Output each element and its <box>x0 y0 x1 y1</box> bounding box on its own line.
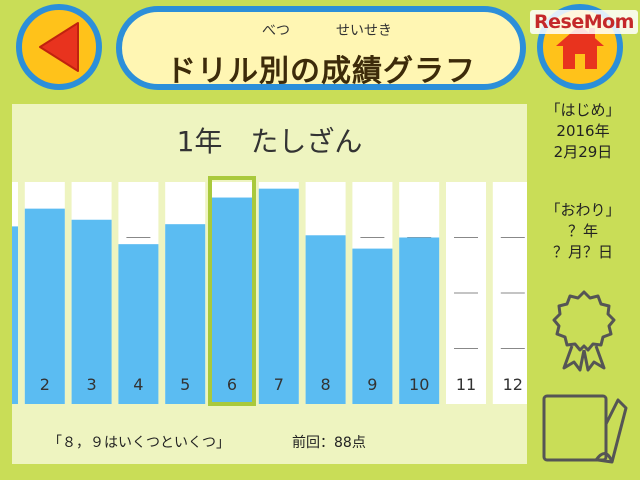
memo-note-icon[interactable] <box>540 390 628 468</box>
chart-heading: 1年 たしざん <box>176 125 363 158</box>
x-tick-label: 10 <box>409 375 429 394</box>
bar-5 <box>165 224 206 404</box>
bar-7 <box>258 188 299 404</box>
end-year: ？年 <box>567 222 598 240</box>
home-icon <box>556 25 604 69</box>
x-tick-label: 11 <box>456 375 476 394</box>
x-tick-label: 12 <box>503 375 523 394</box>
bar-3 <box>71 219 112 404</box>
brand-logo: ReseMom <box>530 10 638 34</box>
x-tick-label: 2 <box>40 375 50 394</box>
drill-name: 「８，９はいくつといくつ」 <box>48 435 230 451</box>
page-title: ドリル別の成績グラフ <box>166 54 476 89</box>
end-label: 「おわり」 <box>545 201 621 219</box>
x-tick-label: 4 <box>133 375 143 394</box>
start-date: 2月29日 <box>553 143 613 161</box>
bar-9 <box>352 248 393 404</box>
x-tick-label: 8 <box>321 375 331 394</box>
title-ruby-seiseki: せいせき <box>336 23 392 39</box>
end-date: ？月？日 <box>552 243 613 261</box>
start-label: 「はじめ」 <box>545 101 621 119</box>
x-tick-label: 6 <box>227 375 237 394</box>
x-tick-label: 3 <box>87 375 97 394</box>
x-tick-label: 9 <box>367 375 377 394</box>
start-date-block: 「はじめ」 2016年 2月29日 <box>534 100 632 163</box>
title-banner: べつ せいせき ドリル別の成績グラフ <box>116 6 526 90</box>
score-bar-chart: 2 3 4 5 6 7 8 9 10 11 12 <box>12 176 527 406</box>
bar-6 <box>212 197 252 404</box>
title-ruby-betsu: べつ <box>262 23 290 39</box>
medal-ribbon-icon[interactable] <box>548 288 620 372</box>
selected-bar-highlight <box>208 176 256 406</box>
x-tick-label: 5 <box>180 375 190 394</box>
bar-2 <box>24 208 65 404</box>
chart-panel: 1年 たしざん 2 3 4 5 6 7 8 9 10 11 12 「８，９はいくつといくつ」 前回：… <box>12 104 527 464</box>
bar-1 <box>12 226 18 404</box>
bar-8 <box>305 235 346 404</box>
bar-4 <box>118 244 159 404</box>
back-button[interactable] <box>16 4 102 90</box>
back-arrow-icon <box>39 22 79 72</box>
end-date-block: 「おわり」 ？年 ？月？日 <box>534 200 632 263</box>
bar-10 <box>399 237 440 404</box>
start-year: 2016年 <box>556 122 610 140</box>
x-tick-label: 7 <box>274 375 284 394</box>
previous-score: 前回：88点 <box>292 435 366 451</box>
